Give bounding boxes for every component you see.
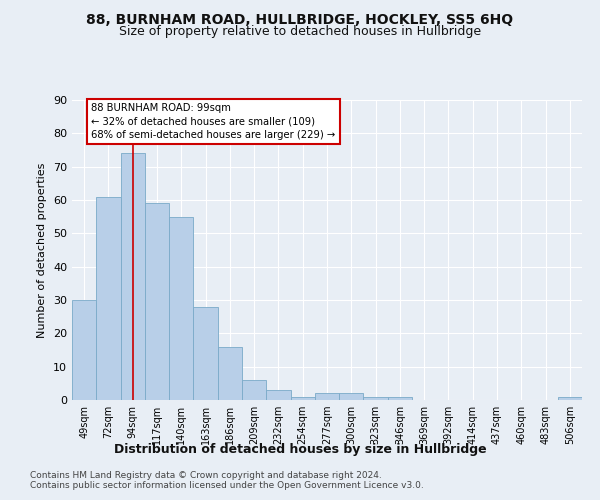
Text: Contains public sector information licensed under the Open Government Licence v3: Contains public sector information licen… [30,481,424,490]
Text: Contains HM Land Registry data © Crown copyright and database right 2024.: Contains HM Land Registry data © Crown c… [30,471,382,480]
Bar [266,390,290,400]
Bar [339,394,364,400]
Bar [558,396,582,400]
Bar [72,300,96,400]
Bar [96,196,121,400]
Text: 88 BURNHAM ROAD: 99sqm
← 32% of detached houses are smaller (109)
68% of semi-de: 88 BURNHAM ROAD: 99sqm ← 32% of detached… [91,104,335,140]
Text: Size of property relative to detached houses in Hullbridge: Size of property relative to detached ho… [119,25,481,38]
Bar [145,204,169,400]
Text: 88, BURNHAM ROAD, HULLBRIDGE, HOCKLEY, SS5 6HQ: 88, BURNHAM ROAD, HULLBRIDGE, HOCKLEY, S… [86,12,514,26]
Y-axis label: Number of detached properties: Number of detached properties [37,162,47,338]
Bar [169,216,193,400]
Bar [388,396,412,400]
Bar [315,394,339,400]
Bar [193,306,218,400]
Bar [242,380,266,400]
Text: Distribution of detached houses by size in Hullbridge: Distribution of detached houses by size … [113,442,487,456]
Bar [290,396,315,400]
Bar [218,346,242,400]
Bar [121,154,145,400]
Bar [364,396,388,400]
